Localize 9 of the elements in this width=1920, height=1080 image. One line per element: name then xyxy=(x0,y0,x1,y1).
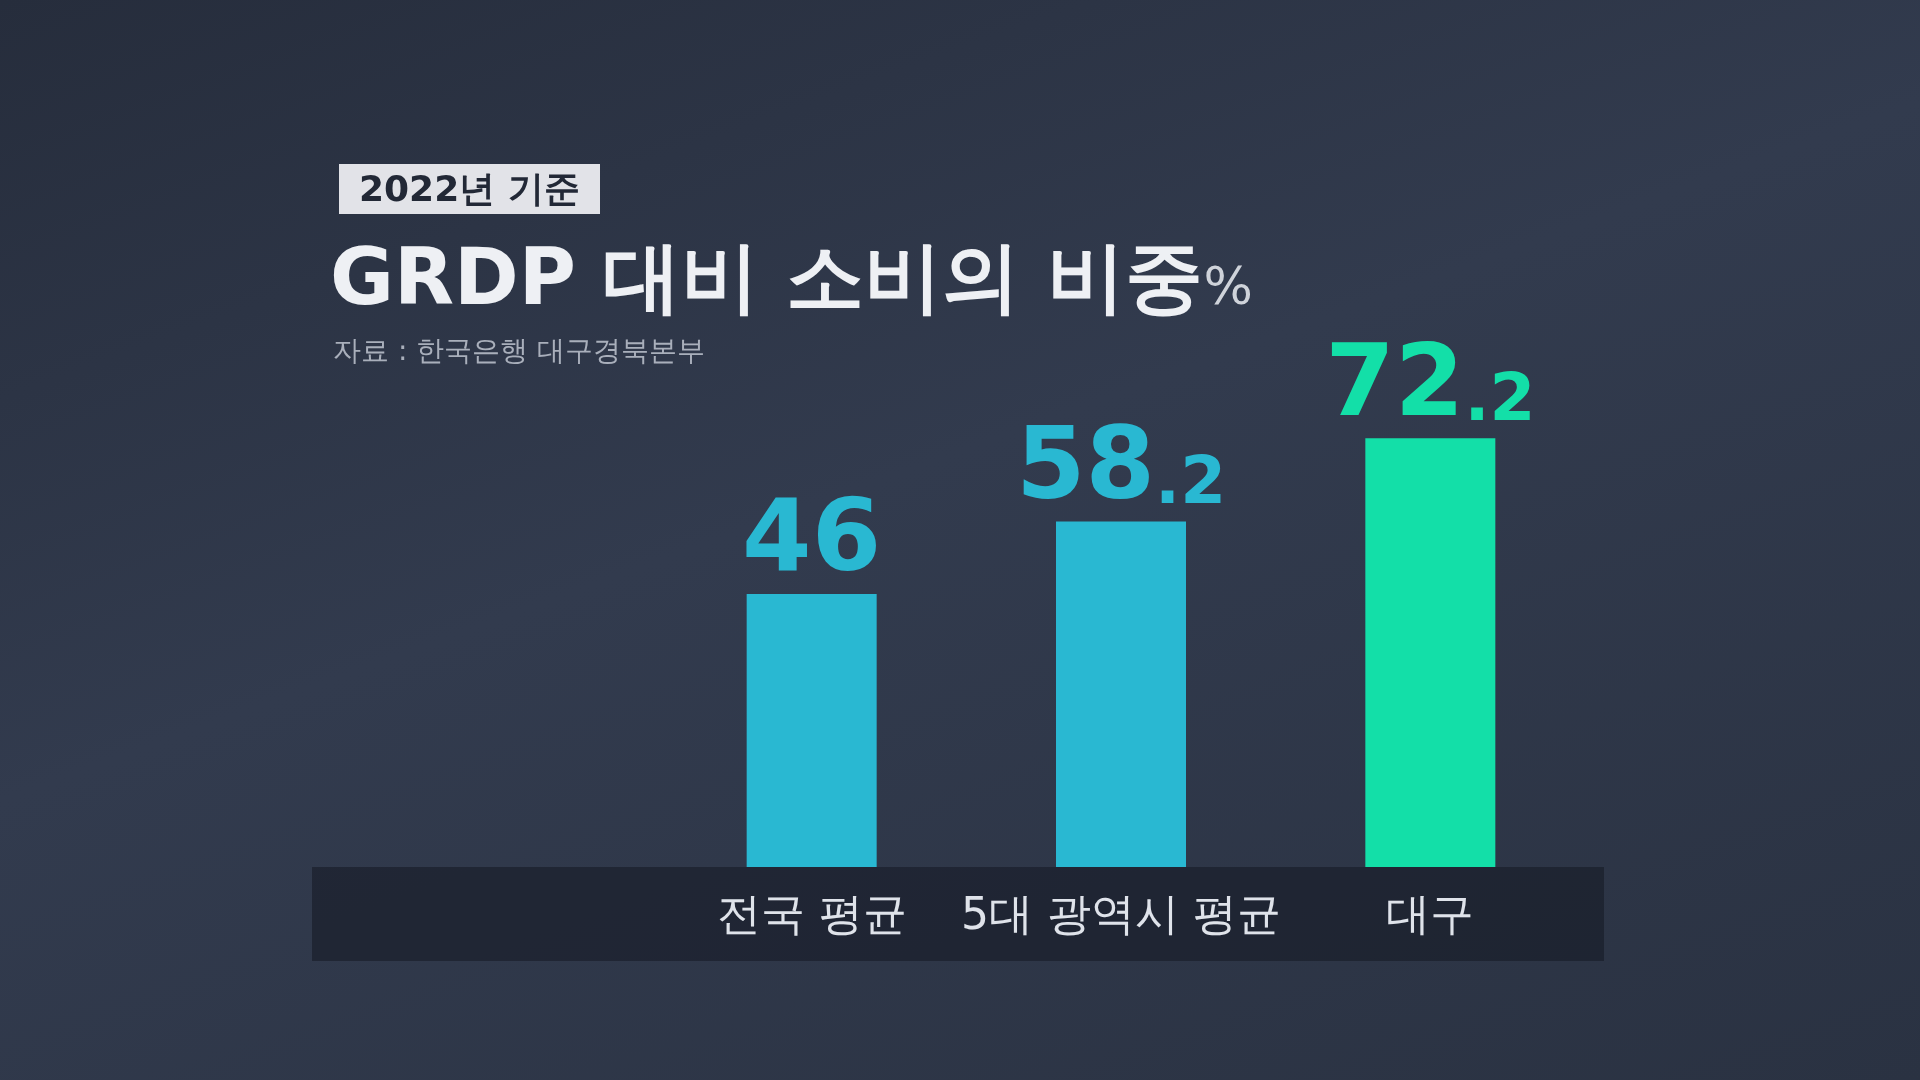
chart-subtitle: 2022년 기준 xyxy=(339,164,600,214)
data-label: 72.2 xyxy=(1325,321,1536,439)
data-label: 58.2 xyxy=(1015,404,1227,522)
text: 자료 : 한국은행 대구경북본부 xyxy=(333,333,706,369)
chart-title: GRDP 대비 소비의 비중% xyxy=(330,232,1253,322)
data-label: 46 xyxy=(742,477,882,595)
x-tick-label: 5대 광역시 평균 xyxy=(961,887,1281,939)
x-tick-label: 전국 평균 xyxy=(716,887,907,939)
x-tick-label: 대구 xyxy=(1386,887,1475,939)
